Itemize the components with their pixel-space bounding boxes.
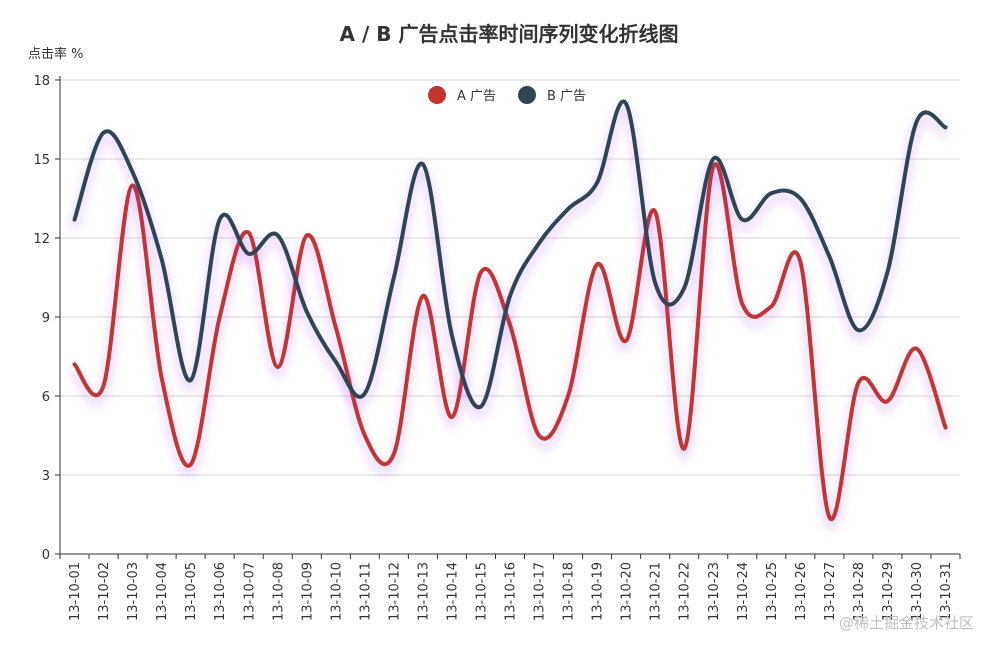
x-tick-label: 13-10-10 xyxy=(329,562,344,621)
x-tick-label: 13-10-18 xyxy=(562,562,577,621)
x-tick-label: 13-10-30 xyxy=(910,562,925,621)
x-tick-label: 13-10-22 xyxy=(678,562,693,621)
legend-label: A 广告 xyxy=(457,89,496,104)
y-tick-label: 12 xyxy=(33,232,50,247)
watermark-text: @稀土掘金技术社区 xyxy=(839,614,974,632)
x-tick-label: 13-10-15 xyxy=(475,562,490,621)
x-tick-label: 13-10-03 xyxy=(126,562,141,621)
x-tick-label: 13-10-13 xyxy=(416,562,431,621)
x-tick-label: 13-10-08 xyxy=(271,562,286,621)
x-tick-label: 13-10-16 xyxy=(504,562,519,621)
legend-label: B 广告 xyxy=(547,89,586,104)
y-tick-label: 18 xyxy=(33,74,50,89)
legend-marker xyxy=(428,86,446,104)
y-axis-label: 点击率 % xyxy=(28,46,84,62)
x-tick-label: 13-10-26 xyxy=(794,562,809,621)
grid-lines xyxy=(60,79,960,476)
x-tick-label: 13-10-09 xyxy=(300,562,315,621)
x-tick-label: 13-10-17 xyxy=(533,562,548,621)
legend[interactable]: A 广告 B 广告 xyxy=(428,86,586,104)
series-line-a[interactable] xyxy=(72,162,948,522)
x-tick-label: 13-10-02 xyxy=(97,562,112,621)
x-tick-label: 13-10-23 xyxy=(707,562,722,621)
x-tick-label: 13-10-04 xyxy=(155,562,170,621)
x-tick-label: 13-10-12 xyxy=(387,562,402,621)
x-tick-label: 13-10-06 xyxy=(213,562,228,621)
chart-title: A / B 广告点击率时间序列变化折线图 xyxy=(340,22,679,46)
series-layer xyxy=(72,99,948,522)
x-tick-label: 13-10-21 xyxy=(649,562,664,621)
x-tick-label: 13-10-01 xyxy=(68,562,83,621)
x-tick-label: 13-10-07 xyxy=(242,562,257,621)
series-line-b[interactable] xyxy=(72,99,948,410)
x-tick-label: 13-10-25 xyxy=(765,562,780,621)
x-tick-label: 13-10-31 xyxy=(939,562,954,621)
y-tick-label: 0 xyxy=(42,548,50,563)
legend-marker xyxy=(518,86,536,104)
x-tick-label: 13-10-14 xyxy=(445,562,460,621)
axes: 0 3 6 9 12 15 18 13-10-01 13-10-02 13-10-03 13-10-… xyxy=(33,74,961,621)
y-tick-label: 3 xyxy=(42,469,50,484)
legend-item-a[interactable]: A 广告 xyxy=(428,86,496,104)
legend-item-b[interactable]: B 广告 xyxy=(518,86,586,104)
x-tick-label: 13-10-05 xyxy=(184,562,199,621)
y-tick-label: 9 xyxy=(42,311,50,326)
x-tick-label: 13-10-11 xyxy=(358,562,373,621)
x-tick-label: 13-10-27 xyxy=(823,562,838,621)
y-tick-label: 6 xyxy=(42,390,50,405)
x-tick-label: 13-10-24 xyxy=(736,562,751,621)
x-tick-label: 13-10-20 xyxy=(620,562,635,621)
y-tick-label: 15 xyxy=(33,153,50,168)
x-tick-label: 13-10-19 xyxy=(591,562,606,621)
x-tick-label: 13-10-28 xyxy=(852,562,867,621)
x-tick-label: 13-10-29 xyxy=(881,562,896,621)
